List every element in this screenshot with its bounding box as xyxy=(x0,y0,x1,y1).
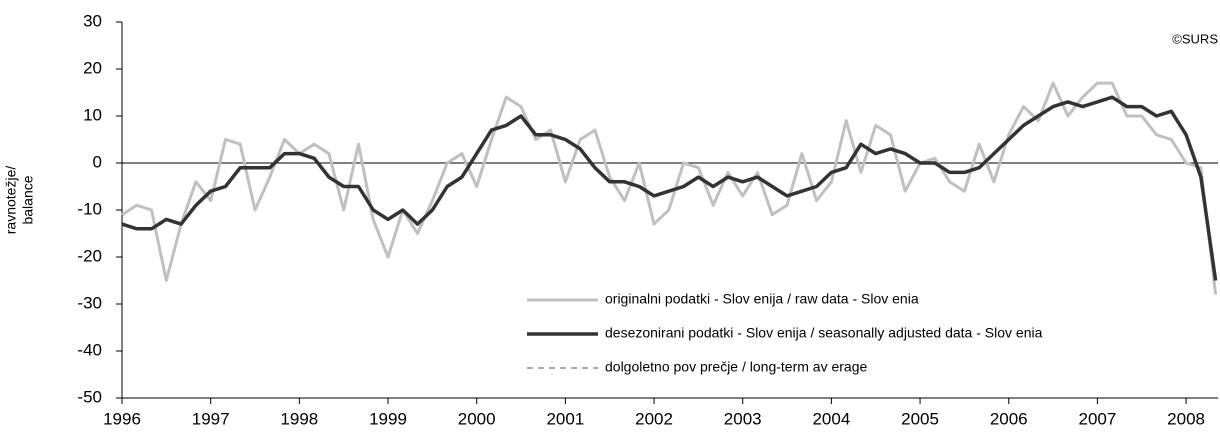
x-tick-label: 2007 xyxy=(1078,409,1116,428)
x-tick-label: 2004 xyxy=(812,409,850,428)
annotation: ©SURS xyxy=(1172,31,1218,46)
series-line xyxy=(121,81,1218,295)
y-tick-label: -20 xyxy=(77,246,102,265)
legend-label: desezonirani podatki - Slov enija / seas… xyxy=(605,325,1043,341)
y-tick-label: 10 xyxy=(83,105,102,124)
x-tick-label: 1996 xyxy=(103,409,141,428)
legend-label: dolgoletno pov prečje / long-term av era… xyxy=(605,359,867,375)
x-tick-label: 2005 xyxy=(901,409,939,428)
x-tick-label: 2008 xyxy=(1167,409,1205,428)
y-tick-label: -40 xyxy=(77,340,102,359)
x-tick-label: 2003 xyxy=(724,409,762,428)
y-tick-label: 0 xyxy=(93,152,102,171)
x-tick-label: 2001 xyxy=(546,409,584,428)
y-tick-label: -30 xyxy=(77,293,102,312)
x-tick-label: 2000 xyxy=(458,409,496,428)
series-line xyxy=(121,95,1218,281)
x-tick-label: 1997 xyxy=(192,409,230,428)
legend-label: originalni podatki - Slov enija / raw da… xyxy=(605,291,919,307)
y-axis-label: ravnotežje/ xyxy=(3,166,19,235)
x-tick-label: 2006 xyxy=(990,409,1028,428)
y-axis-label: balance xyxy=(20,175,36,224)
y-tick-label: 30 xyxy=(83,11,102,30)
x-tick-label: 1998 xyxy=(280,409,318,428)
y-tick-label: -50 xyxy=(77,387,102,406)
x-tick-label: 1999 xyxy=(369,409,407,428)
x-tick-label: 2002 xyxy=(635,409,673,428)
y-tick-label: -10 xyxy=(77,199,102,218)
y-tick-label: 20 xyxy=(83,58,102,77)
